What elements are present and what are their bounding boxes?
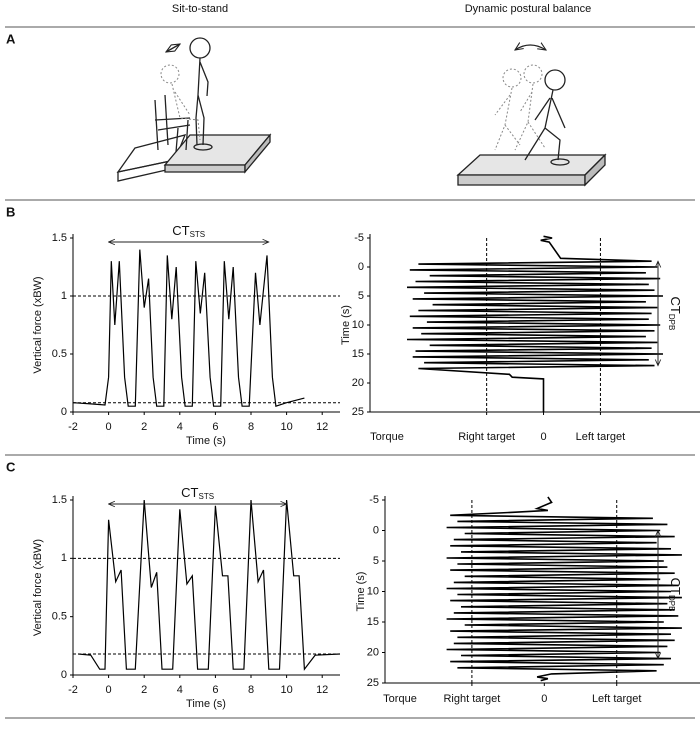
x-tick-label: 8 [248,421,254,433]
y-tick-label: 0 [61,406,67,418]
annotation: CTSTS [181,485,214,501]
x-tick-label: Right target [458,431,515,443]
x-tick-label: 10 [280,421,292,433]
trace [78,499,341,671]
x-axis-label: Torque [370,431,404,443]
y-tick-label: 1 [61,290,67,302]
x-tick-label: 0 [540,431,546,443]
x-tick-label: 10 [280,684,292,696]
trace [406,235,664,412]
x-tick-label: Right target [443,693,500,705]
annotation-text: CT [668,297,683,314]
x-tick-label: 8 [248,684,254,696]
x-axis-label: Time (s) [186,698,226,710]
annotation-text: CT [172,223,189,238]
x-tick-label: 6 [212,421,218,433]
y-axis-label: Vertical force (xBW) [32,539,44,636]
y-tick-label: 0 [373,524,379,536]
y-tick-label: 1 [61,552,67,564]
y-tick-label: -5 [354,232,364,244]
x-axis-label: Time (s) [186,435,226,447]
column-title: Sit-to-stand [172,3,228,15]
y-tick-label: -5 [369,494,379,506]
y-tick-label: 20 [352,377,364,389]
trace [72,249,305,407]
x-tick-label: Left target [576,431,626,443]
x-axis-label: Torque [383,693,417,705]
x-tick-label: 6 [212,684,218,696]
y-axis-label: Vertical force (xBW) [32,276,44,373]
panel-label: C [6,459,16,474]
y-tick-label: 15 [352,348,364,360]
y-tick-label: 0.5 [52,611,67,623]
annotation: CTDPB [667,297,683,331]
x-tick-label: 2 [141,421,147,433]
sit-to-stand-illustration [116,37,272,182]
x-tick-label: -2 [68,684,78,696]
annotation-text: CT [181,485,198,500]
trace [446,496,682,682]
x-tick-label: 12 [316,421,328,433]
panel-label: A [6,31,16,46]
x-tick-label: 2 [141,684,147,696]
y-tick-label: 25 [352,406,364,418]
annotation-subscript: STS [198,492,214,501]
y-tick-label: 5 [373,555,379,567]
y-tick-label: 1.5 [52,494,67,506]
x-tick-label: 0 [106,684,112,696]
x-tick-label: 4 [177,421,183,433]
x-tick-label: 0 [106,421,112,433]
x-tick-label: Left target [592,693,642,705]
y-tick-label: 1.5 [52,232,67,244]
y-tick-label: 5 [358,290,364,302]
y-tick-label: 0 [358,261,364,273]
y-tick-label: 25 [367,677,379,689]
y-tick-label: 10 [367,585,379,597]
annotation-text: CT [668,578,683,595]
x-tick-label: 0 [541,693,547,705]
annotation: CTDPB [667,578,683,612]
column-title: Dynamic postural balance [465,3,592,15]
y-axis-label: Time (s) [340,305,352,345]
y-tick-label: 10 [352,319,364,331]
y-tick-label: 0 [61,669,67,681]
x-tick-label: 12 [316,684,328,696]
y-tick-label: 20 [367,646,379,658]
y-axis-label: Time (s) [355,572,367,612]
y-tick-label: 15 [367,616,379,628]
panel-label: B [6,204,15,219]
x-tick-label: 4 [177,684,183,696]
annotation: CTSTS [172,223,205,239]
balance-illustration [456,45,607,187]
y-tick-label: 0.5 [52,348,67,360]
x-tick-label: -2 [68,421,78,433]
annotation-subscript: STS [190,230,206,239]
annotation-subscript: DPB [667,314,676,330]
annotation-subscript: DPB [667,595,676,611]
